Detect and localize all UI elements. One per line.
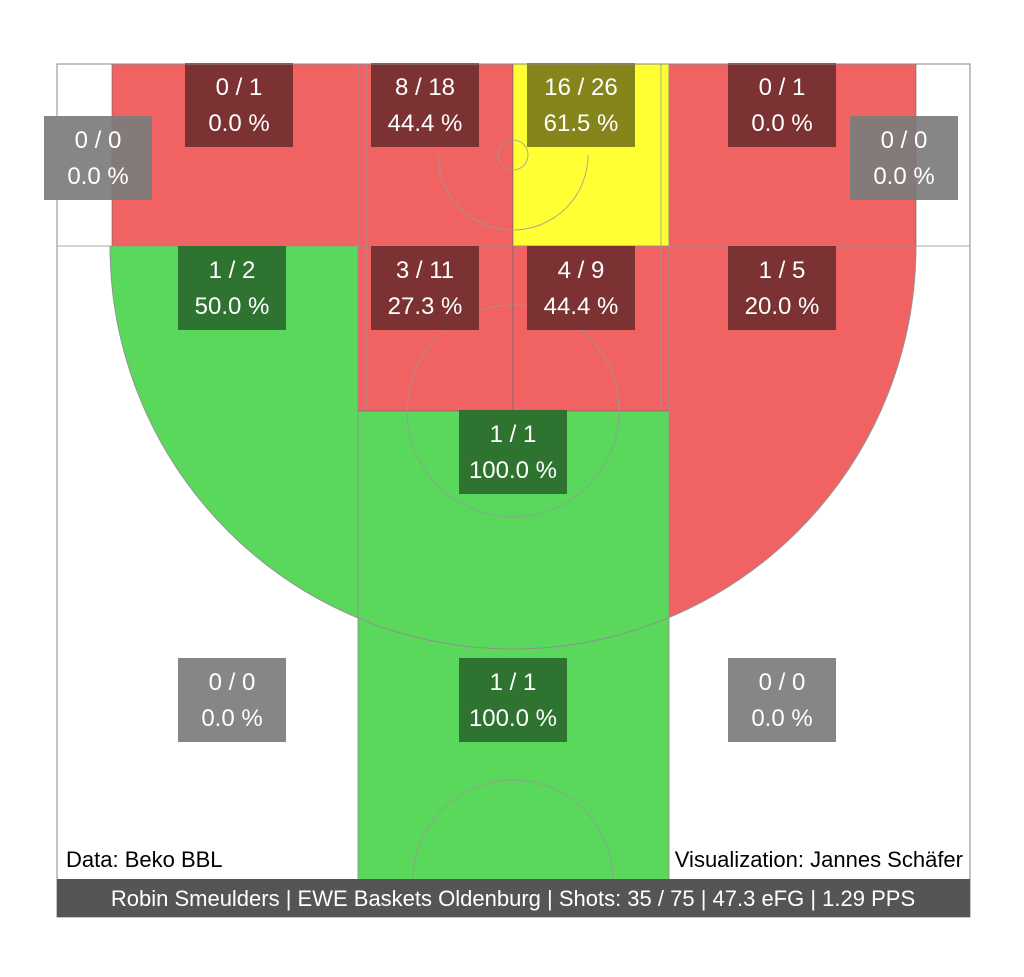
zone-percentage: 0.0 % (751, 110, 812, 137)
zone-label-right-midrange: 1 / 5 20.0 % (728, 246, 836, 330)
zone-percentage: 100.0 % (469, 457, 557, 484)
zone-percentage: 44.4 % (544, 293, 619, 320)
zone-made-attempts: 1 / 5 (759, 257, 806, 284)
center-circle (412, 779, 614, 881)
zone-percentage: 0.0 % (751, 705, 812, 732)
hoop (497, 139, 529, 171)
zone-label-left-wing-three: 0 / 1 0.0 % (185, 63, 293, 147)
zone-label-left-corner-three: 0 / 0 0.0 % (44, 116, 152, 200)
zone-label-left-baseline: 0 / 0 0.0 % (178, 658, 286, 742)
zone-percentage: 0.0 % (208, 110, 269, 137)
zone-made-attempts: 1 / 2 (209, 257, 256, 284)
zone-label-box (728, 246, 836, 330)
zone-made-attempts: 1 / 1 (490, 669, 537, 696)
zone-label-right-wing-three: 0 / 1 0.0 % (728, 63, 836, 147)
zone-label-paint: 1 / 1 100.0 % (459, 410, 567, 494)
footer-bar (57, 879, 970, 917)
zone-percentage: 0.0 % (67, 163, 128, 190)
zone-label-box (459, 658, 567, 742)
zone-label-box (185, 63, 293, 147)
zone-label-right-top-three: 16 / 26 61.5 % (527, 63, 635, 147)
zone-made-attempts: 4 / 9 (558, 257, 605, 284)
zone-label-restricted-area: 1 / 1 100.0 % (459, 658, 567, 742)
zone-percentage: 20.0 % (745, 293, 820, 320)
footer-summary: Robin Smeulders | EWE Baskets Oldenburg … (111, 886, 915, 911)
zone-label-box (850, 116, 958, 200)
zone-percentage: 27.3 % (388, 293, 463, 320)
zone-label-boxes: 0 / 0 0.0 % 0 / 1 0.0 % 8 / 18 44.4 % 16 / 26 6… (44, 63, 958, 742)
zone-percentage: 61.5 % (544, 110, 619, 137)
zone-label-box (44, 116, 152, 200)
zone-label-box (728, 63, 836, 147)
zone-percentage: 50.0 % (195, 293, 270, 320)
zone-label-box (728, 658, 836, 742)
zone-label-box (371, 246, 479, 330)
zone-label-left-midrange: 1 / 2 50.0 % (178, 246, 286, 330)
zone-made-attempts: 0 / 0 (209, 669, 256, 696)
restricted-arc (437, 154, 589, 231)
zone-made-attempts: 0 / 1 (759, 74, 806, 101)
zone-label-right-elbow-midrange: 4 / 9 44.4 % (527, 246, 635, 330)
zone-made-attempts: 16 / 26 (544, 74, 617, 101)
zone-percentage: 0.0 % (873, 163, 934, 190)
three-point-arc (109, 245, 917, 650)
zone-label-box (178, 246, 286, 330)
zone-made-attempts: 1 / 1 (490, 421, 537, 448)
zone-made-attempts: 0 / 0 (75, 127, 122, 154)
zone-made-attempts: 3 / 11 (396, 257, 454, 284)
free-throw-circle (406, 304, 620, 518)
zone-label-right-baseline: 0 / 0 0.0 % (728, 658, 836, 742)
zone-made-attempts: 8 / 18 (395, 74, 455, 101)
zone-label-box (371, 63, 479, 147)
zone-percentage: 0.0 % (201, 705, 262, 732)
zone-percentage: 100.0 % (469, 705, 557, 732)
zone-percentage: 44.4 % (388, 110, 463, 137)
zone-made-attempts: 0 / 0 (881, 127, 928, 154)
visualization-credit: Visualization: Jannes Schäfer (675, 847, 963, 872)
zone-made-attempts: 0 / 0 (759, 669, 806, 696)
zone-label-box (459, 410, 567, 494)
zone-label-box (178, 658, 286, 742)
zone-label-box (527, 246, 635, 330)
zone-label-box (527, 63, 635, 147)
data-source-credit: Data: Beko BBL (66, 847, 223, 872)
zone-label-left-elbow-midrange: 3 / 11 27.3 % (371, 246, 479, 330)
zone-made-attempts: 0 / 1 (216, 74, 263, 101)
zone-label-left-top-three: 8 / 18 44.4 % (371, 63, 479, 147)
zone-label-right-corner-three: 0 / 0 0.0 % (850, 116, 958, 200)
